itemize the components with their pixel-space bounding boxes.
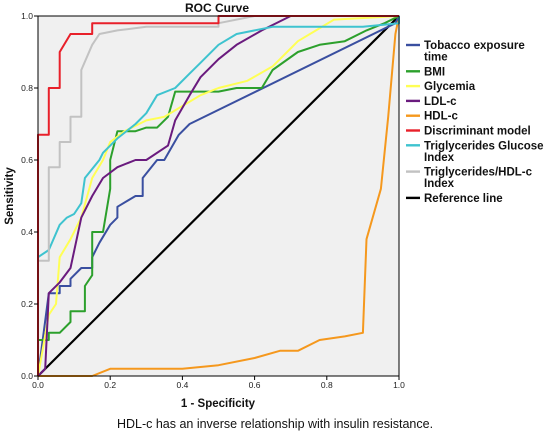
series-line-hdl-c [38, 15, 400, 377]
y-tick-label: 0.6 [21, 155, 33, 165]
x-tick-label: 1.0 [393, 380, 405, 390]
x-tick-label: 0.2 [104, 380, 116, 390]
series-line-bmi [37, 15, 400, 376]
y-tick-label: 0.4 [21, 227, 33, 237]
legend-label-reference-line: Reference line [424, 193, 503, 205]
series-line-ldl-c [37, 15, 399, 377]
y-tick-label: 0.8 [21, 83, 33, 93]
legend-label-triglycerides-hdl-c-index: Triglycerides/HDL-c Index [424, 167, 533, 191]
legend: Tobacco exposure time BMI Glycemia LDL-c HDL-… [406, 40, 544, 205]
plot-frame [37, 15, 400, 377]
x-tick-label: 0.6 [249, 380, 261, 390]
y-axis-title: Sensitivity [4, 167, 16, 225]
x-axis-title: 1 - Specificity [181, 398, 256, 410]
x-tick-label: 0.4 [176, 380, 188, 390]
legend-label-bmi: BMI [424, 66, 445, 78]
series-line-tobacco-exposure-time [37, 15, 400, 377]
legend-label-glycemia: Glycemia [424, 81, 476, 93]
y-axis: 0.0 0.2 0.4 0.6 0.8 1.0 [21, 11, 38, 381]
series-line-triglycerides-glucose-index [37, 16, 400, 376]
legend-label-triglycerides-glucose-index: Triglycerides Glucose Index [424, 140, 544, 164]
chart-title: ROC Curve [185, 1, 249, 15]
legend-label-hdl-c: HDL-c [424, 111, 458, 123]
x-axis: 0.0 0.2 0.4 0.6 0.8 1.0 [32, 376, 405, 390]
x-tick-label: 0.0 [32, 380, 44, 390]
series-line-discriminant-model [37, 15, 399, 376]
legend-label-tobacco-exposure-time: Tobacco exposure time [424, 40, 525, 64]
y-tick-label: 0.2 [21, 299, 33, 309]
series-line-triglycerides-hdl-c-index [37, 15, 399, 376]
y-tick-label: 0.0 [21, 371, 33, 381]
figure-caption: HDL-c has an inverse relationship with i… [116, 417, 434, 431]
series-layer [37, 15, 400, 377]
series-line-glycemia [37, 15, 400, 377]
x-tick-label: 0.8 [321, 380, 333, 390]
series-line-reference-line [37, 15, 400, 377]
y-tick-label: 1.0 [21, 11, 33, 21]
legend-label-ldl-c: LDL-c [424, 96, 457, 108]
legend-label-discriminant-model: Discriminant model [424, 126, 531, 138]
